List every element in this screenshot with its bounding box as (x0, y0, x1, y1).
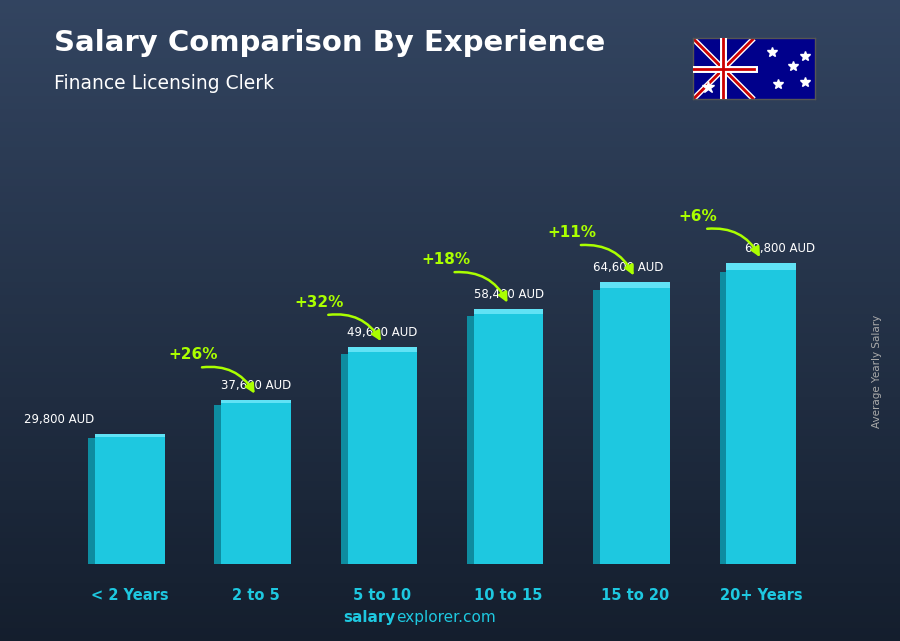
Text: 58,400 AUD: 58,400 AUD (473, 288, 544, 301)
Text: < 2 Years: < 2 Years (91, 588, 168, 603)
Polygon shape (347, 347, 417, 352)
Text: 2 to 5: 2 to 5 (232, 588, 280, 603)
Text: 20+ Years: 20+ Years (720, 588, 803, 603)
Polygon shape (593, 290, 600, 564)
Text: salary: salary (344, 610, 396, 625)
Text: +11%: +11% (547, 225, 597, 240)
Bar (347, 347, 417, 564)
Text: +32%: +32% (294, 295, 344, 310)
Text: Average Yearly Salary: Average Yearly Salary (872, 315, 883, 428)
Bar (221, 399, 291, 564)
Bar (95, 434, 165, 564)
Text: 64,600 AUD: 64,600 AUD (593, 261, 664, 274)
Text: 49,600 AUD: 49,600 AUD (347, 326, 418, 339)
Text: Salary Comparison By Experience: Salary Comparison By Experience (54, 29, 605, 57)
Text: +26%: +26% (168, 347, 218, 362)
Polygon shape (474, 309, 544, 314)
Text: +6%: +6% (679, 209, 717, 224)
Polygon shape (600, 281, 670, 288)
Bar (726, 263, 796, 564)
Polygon shape (720, 272, 726, 564)
Bar (474, 309, 544, 564)
Text: 37,600 AUD: 37,600 AUD (220, 379, 292, 392)
Text: 15 to 20: 15 to 20 (601, 588, 669, 603)
Polygon shape (214, 404, 221, 564)
Polygon shape (221, 399, 291, 403)
Text: +18%: +18% (421, 252, 470, 267)
Text: 10 to 15: 10 to 15 (474, 588, 543, 603)
Text: 29,800 AUD: 29,800 AUD (24, 413, 94, 426)
Text: 68,800 AUD: 68,800 AUD (745, 242, 815, 255)
Polygon shape (88, 438, 95, 564)
Polygon shape (726, 263, 796, 270)
Polygon shape (467, 316, 474, 564)
Text: Finance Licensing Clerk: Finance Licensing Clerk (54, 74, 274, 93)
Bar (600, 281, 670, 564)
Text: 5 to 10: 5 to 10 (354, 588, 411, 603)
Text: explorer.com: explorer.com (396, 610, 496, 625)
Polygon shape (341, 354, 347, 564)
Polygon shape (95, 434, 165, 437)
